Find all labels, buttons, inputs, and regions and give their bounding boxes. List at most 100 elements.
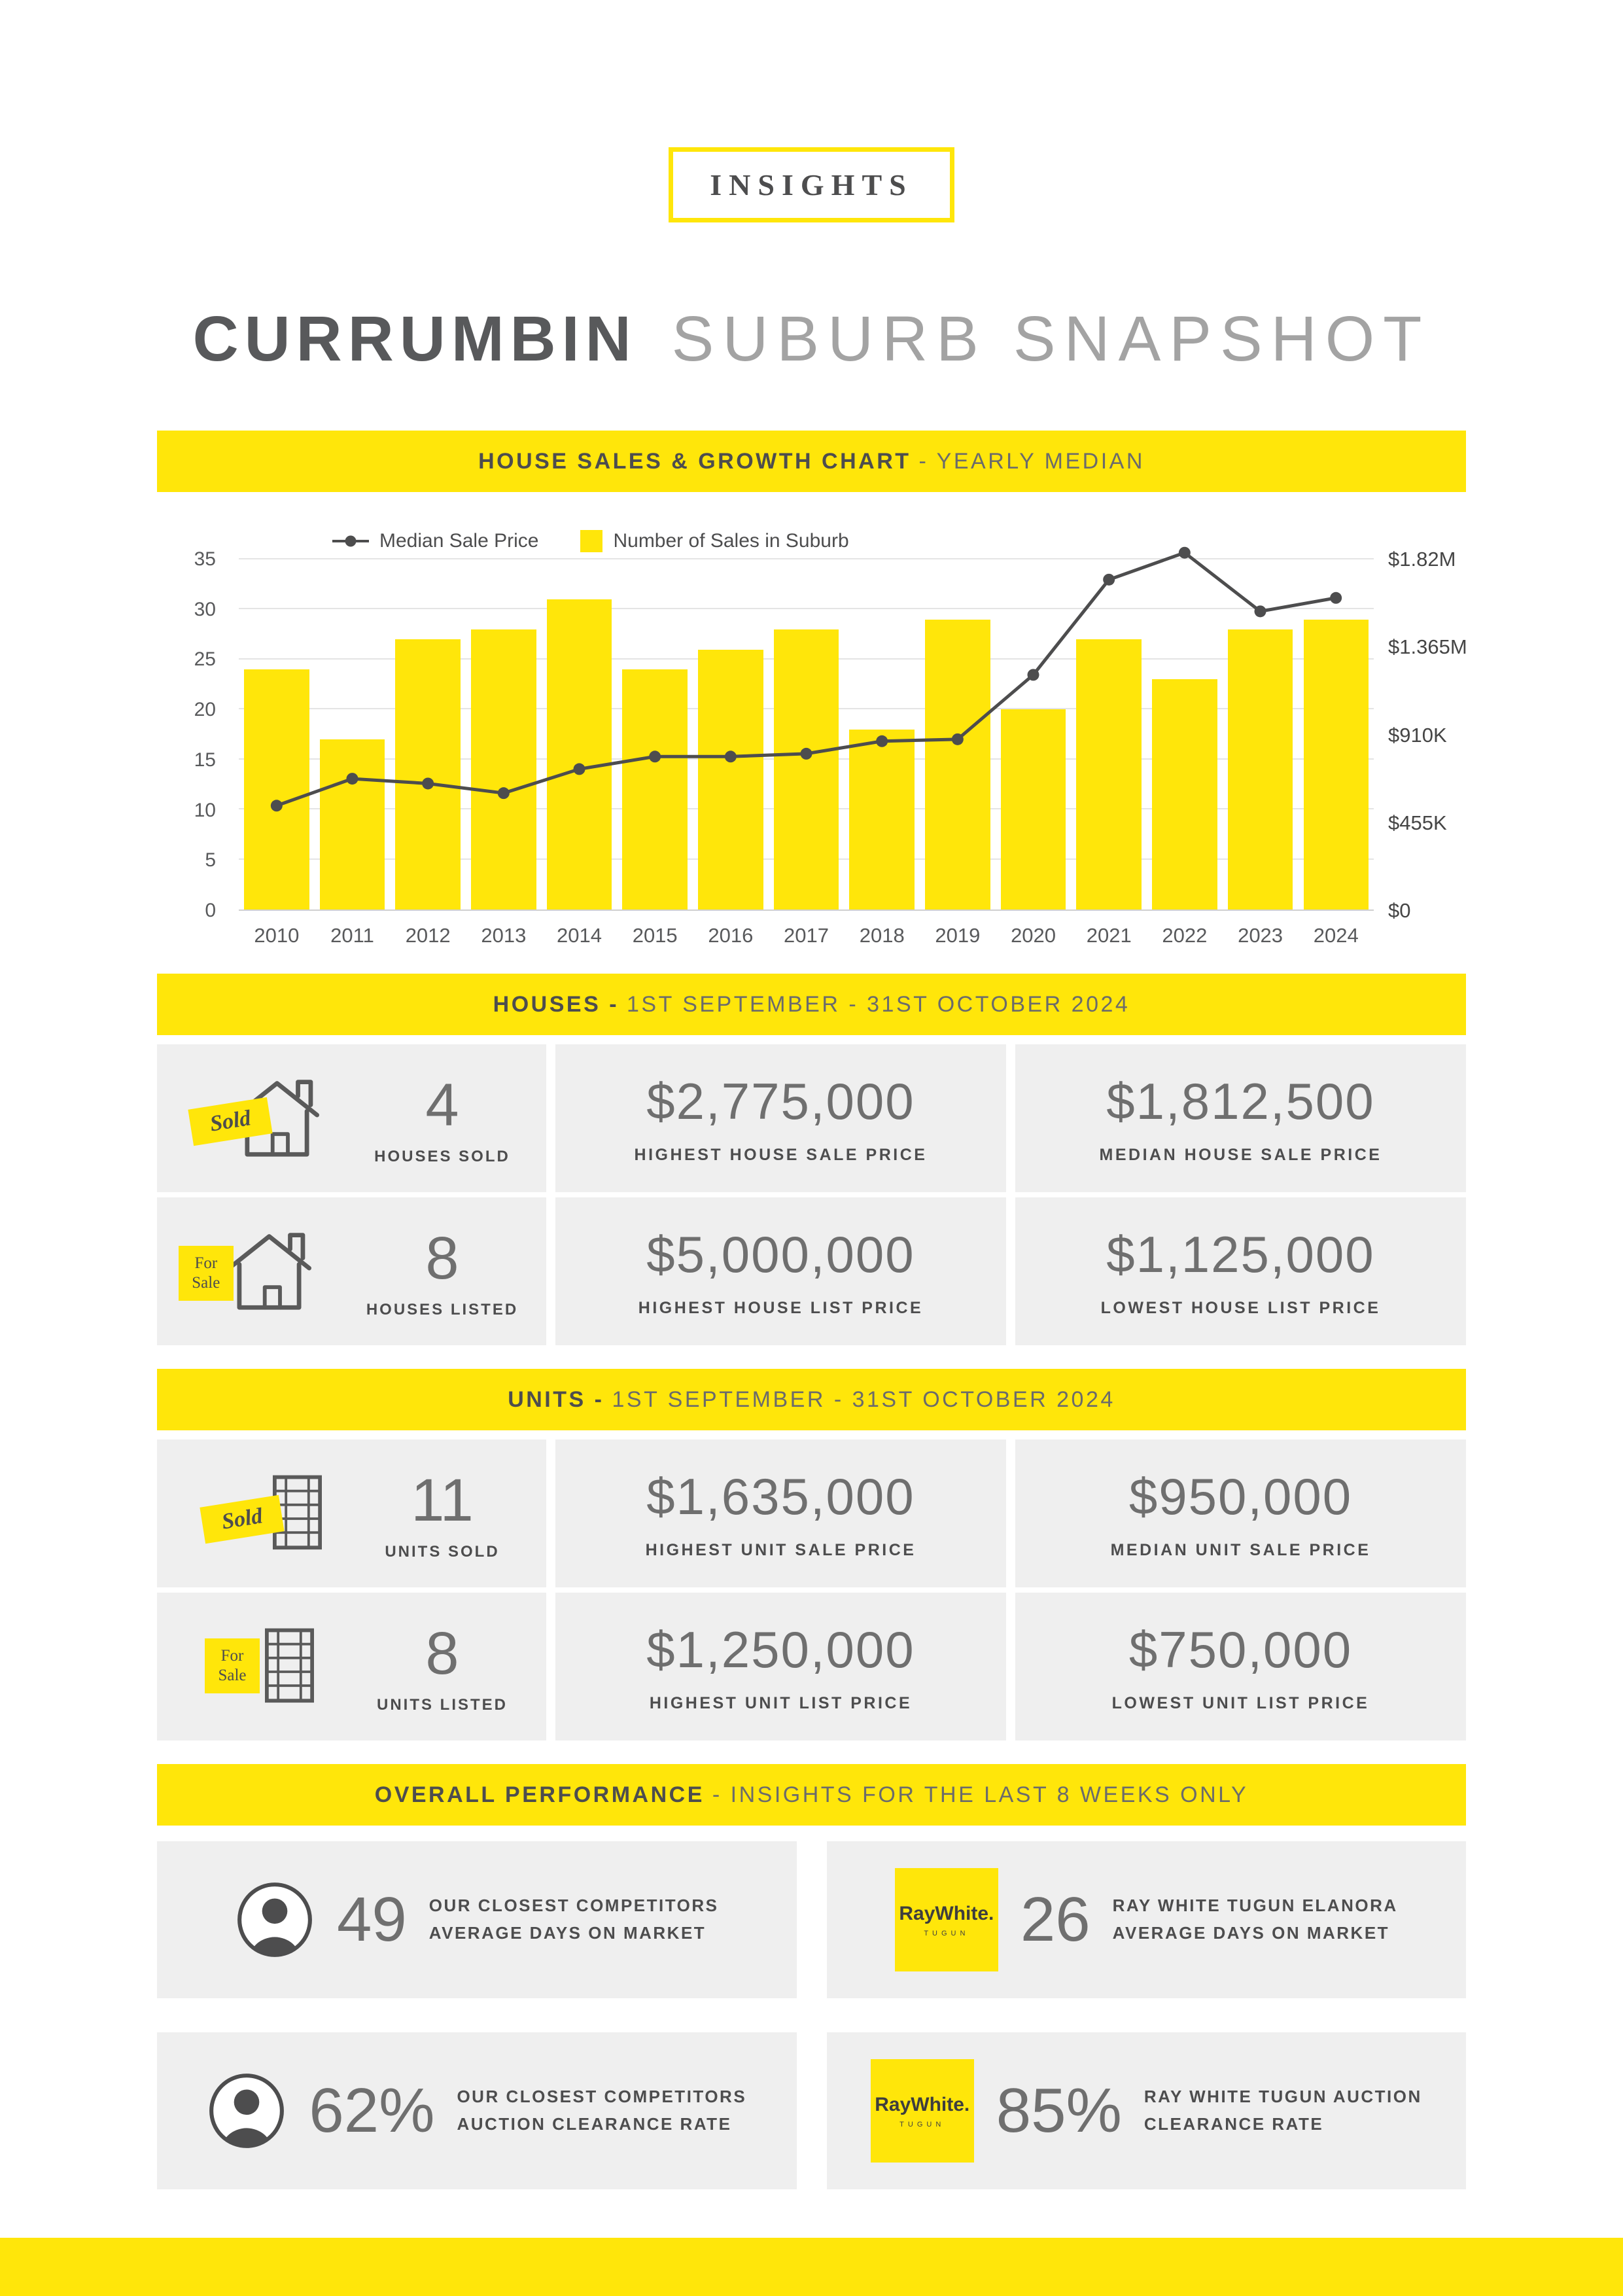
performance-banner-subtitle: - INSIGHTS FOR THE LAST 8 WEEKS ONLY [712,1782,1249,1807]
chart-legend: Median Sale Price Number of Sales in Sub… [332,530,849,552]
raywhite-sub-text: TUGUN [924,1929,969,1937]
house-for-sale-icon: For Sale [178,1222,332,1320]
units-grid: Sold 11 UNITS SOLD $1,635,000 HIGHEST UN… [157,1439,1466,1740]
houses-listed-card: For Sale 8 HOUSES LISTED [157,1197,546,1345]
units-section: UNITS - 1ST SEPTEMBER - 31ST OCTOBER 202… [157,1369,1466,1740]
houses-sold-card: Sold 4 HOUSES SOLD [157,1044,546,1192]
footer-bar [0,2238,1623,2296]
raywhite-sub-text: TUGUN [899,2120,945,2128]
houses-sold-label: HOUSES SOLD [374,1147,510,1165]
stat-value: $1,125,000 [1106,1226,1375,1283]
header: INSIGHTS CURRUMBIN SUBURB SNAPSHOT [157,0,1466,376]
units-banner-title: UNITS - [508,1386,604,1412]
page-title: CURRUMBIN SUBURB SNAPSHOT [157,302,1466,376]
building-icon [264,1628,314,1703]
units-sold-card: Sold 11 UNITS SOLD [157,1439,546,1587]
raywhite-logo: RayWhite. TUGUN [894,1868,998,1971]
houses-banner: HOUSES - 1ST SEPTEMBER - 31ST OCTOBER 20… [157,974,1466,1035]
raywhite-clearance-value: 85% [996,2075,1122,2146]
chart-x-axis: 2010 2011 2012 2013 2014 2015 2016 2017 2018 2019… [254,924,1359,947]
units-sold-count-block: 11 UNITS SOLD [385,1466,499,1561]
highest-house-sale-card: $2,775,000 HIGHEST HOUSE SALE PRICE [555,1044,1006,1192]
chart-section: HOUSE SALES & GROWTH CHART - YEARLY MEDI… [157,431,1467,950]
lowest-house-list-card: $1,125,000 LOWEST HOUSE LIST PRICE [1015,1197,1466,1345]
raywhite-logo: RayWhite. TUGUN [870,2059,974,2163]
label-line-1: RAY WHITE TUGUN AUCTION [1143,2087,1422,2107]
page-title-suburb: CURRUMBIN [192,303,637,374]
building-icon [273,1475,323,1550]
units-sold-label: UNITS SOLD [385,1542,500,1561]
highest-unit-list-card: $1,250,000 HIGHEST UNIT LIST PRICE [555,1593,1006,1740]
units-banner: UNITS - 1ST SEPTEMBER - 31ST OCTOBER 202… [157,1369,1466,1430]
units-listed-card: For Sale 8 UNITS LISTED [157,1593,546,1740]
units-listed-count: 8 [425,1619,459,1687]
units-sold-count: 11 [411,1466,474,1534]
chart-right-axis: $0 $455K $910K $1.365M $1.82M [1388,548,1467,922]
for-sale-tag: For Sale [204,1638,260,1693]
label-line-1: RAY WHITE TUGUN ELANORA [1112,1896,1398,1916]
unit-for-sale-icon: For Sale [196,1617,343,1716]
performance-grid: 49 OUR CLOSEST COMPETITORS AVERAGE DAYS … [157,1841,1466,2189]
median-unit-sale-card: $950,000 MEDIAN UNIT SALE PRICE [1015,1439,1466,1587]
label-line-2: CLEARANCE RATE [1143,2114,1324,2134]
stat-label: HIGHEST UNIT SALE PRICE [645,1541,916,1559]
performance-banner: OVERALL PERFORMANCE - INSIGHTS FOR THE L… [157,1764,1466,1826]
median-house-sale-card: $1,812,500 MEDIAN HOUSE SALE PRICE [1015,1044,1466,1192]
highest-house-list-card: $5,000,000 HIGHEST HOUSE LIST PRICE [555,1197,1006,1345]
stat-value: $750,000 [1128,1621,1353,1678]
label-line-2: AVERAGE DAYS ON MARKET [1112,1923,1390,1943]
houses-listed-label: HOUSES LISTED [366,1300,519,1318]
stat-label: HIGHEST UNIT LIST PRICE [649,1694,913,1712]
houses-grid: Sold 4 HOUSES SOLD $2,775,000 HIGHEST HO… [157,1044,1466,1345]
raywhite-brand-text: RayWhite. [875,2093,970,2115]
stat-value: $1,250,000 [646,1621,915,1678]
chart-banner-subtitle: - YEARLY MEDIAN [918,448,1145,474]
units-listed-count-block: 8 UNITS LISTED [377,1619,508,1714]
chart-left-axis: 0 5 10 15 20 25 30 35 [194,548,216,921]
houses-section: HOUSES - 1ST SEPTEMBER - 31ST OCTOBER 20… [157,974,1466,1345]
stat-value: $2,775,000 [646,1072,915,1130]
label-line-2: AUCTION CLEARANCE RATE [457,2114,732,2134]
stat-value: $950,000 [1128,1468,1353,1525]
for-sale-tag: For Sale [178,1246,234,1301]
raywhite-days-label: RAY WHITE TUGUN ELANORA AVERAGE DAYS ON … [1113,1892,1398,1947]
page-title-suffix: SUBURB SNAPSHOT [671,303,1431,374]
stat-label: MEDIAN UNIT SALE PRICE [1110,1541,1371,1559]
houses-listed-count: 8 [425,1224,459,1292]
raywhite-days-card: RayWhite. TUGUN 26 RAY WHITE TUGUN ELANO… [826,1841,1466,1998]
legend-median-sale-price: Median Sale Price [332,530,538,552]
stat-value: $1,635,000 [646,1468,915,1525]
legend-line-label: Median Sale Price [379,530,539,552]
stat-label: HIGHEST HOUSE SALE PRICE [634,1146,928,1164]
houses-banner-title: HOUSES - [493,991,620,1017]
sales-growth-chart: Median Sale Price Number of Sales in Sub… [157,492,1467,950]
unit-sold-icon: Sold [200,1464,351,1563]
houses-sold-count-block: 4 HOUSES SOLD [374,1071,510,1166]
lowest-unit-list-card: $750,000 LOWEST UNIT LIST PRICE [1015,1593,1466,1740]
chart-bars [239,559,1374,910]
houses-banner-dates: 1ST SEPTEMBER - 31ST OCTOBER 2024 [627,991,1130,1017]
raywhite-clearance-label: RAY WHITE TUGUN AUCTION CLEARANCE RATE [1144,2083,1422,2138]
label-line-1: OUR CLOSEST COMPETITORS [428,1896,719,1916]
stat-value: $5,000,000 [646,1226,915,1283]
competitor-days-value: 49 [337,1884,407,1954]
house-sold-icon: Sold [188,1069,340,1167]
bar-marker-icon [580,530,603,552]
stat-label: LOWEST HOUSE LIST PRICE [1100,1299,1381,1317]
chart-banner-title: HOUSE SALES & GROWTH CHART [478,448,911,474]
stat-label: LOWEST UNIT LIST PRICE [1111,1694,1370,1712]
competitor-clearance-value: 62% [309,2075,435,2146]
units-listed-label: UNITS LISTED [376,1695,508,1714]
stat-label: MEDIAN HOUSE SALE PRICE [1099,1146,1382,1164]
stat-label: HIGHEST HOUSE LIST PRICE [638,1299,924,1317]
chart-banner: HOUSE SALES & GROWTH CHART - YEARLY MEDI… [157,431,1466,492]
competitor-days-label: OUR CLOSEST COMPETITORS AVERAGE DAYS ON … [429,1892,719,1947]
raywhite-clearance-card: RayWhite. TUGUN 85% RAY WHITE TUGUN AUCT… [826,2032,1466,2189]
competitor-clearance-label: OUR CLOSEST COMPETITORS AUCTION CLEARANC… [457,2083,746,2138]
house-icon [226,1233,311,1310]
insights-logo-text: INSIGHTS [710,168,913,202]
label-line-2: AVERAGE DAYS ON MARKET [428,1923,707,1943]
person-icon [209,2074,285,2148]
legend-number-of-sales: Number of Sales in Suburb [580,530,849,552]
competitor-clearance-card: 62% OUR CLOSEST COMPETITORS AUCTION CLEA… [157,2032,797,2189]
